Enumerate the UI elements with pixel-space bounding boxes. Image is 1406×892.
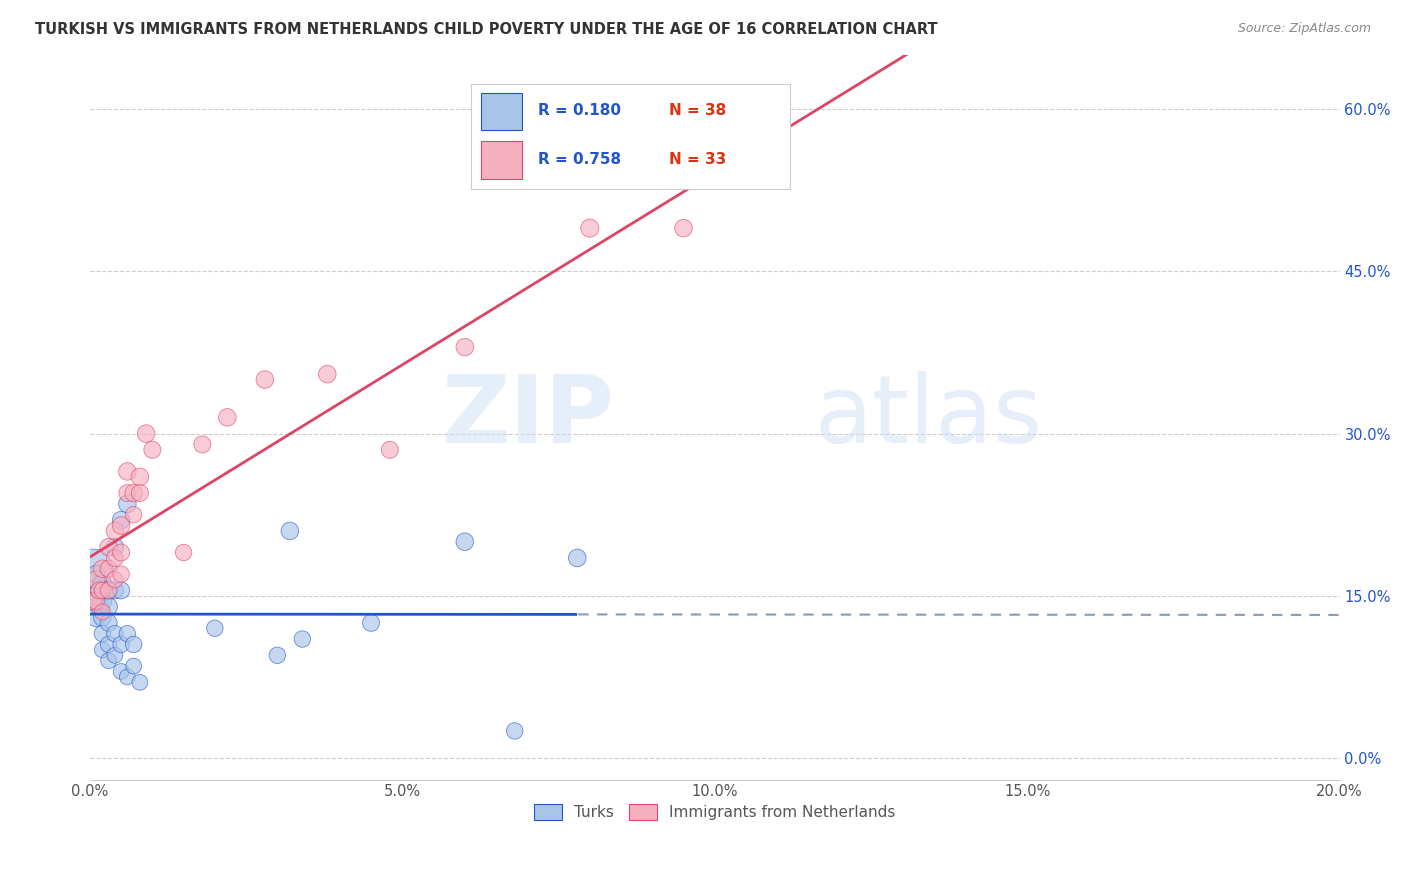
- Point: [97, 540, 120, 554]
- Point: [191, 437, 214, 451]
- Legend: Turks, Immigrants from Netherlands: Turks, Immigrants from Netherlands: [529, 798, 901, 826]
- Point: [89, 599, 111, 614]
- Point: [128, 675, 150, 690]
- Point: [89, 583, 111, 598]
- Point: [84, 573, 107, 587]
- Point: [117, 497, 139, 511]
- Point: [217, 410, 239, 425]
- Point: [82, 562, 104, 576]
- Point: [97, 615, 120, 630]
- Point: [567, 550, 589, 565]
- Point: [135, 426, 157, 441]
- Point: [110, 518, 132, 533]
- Point: [503, 723, 526, 738]
- Point: [117, 670, 139, 684]
- Text: TURKISH VS IMMIGRANTS FROM NETHERLANDS CHILD POVERTY UNDER THE AGE OF 16 CORRELA: TURKISH VS IMMIGRANTS FROM NETHERLANDS C…: [35, 22, 938, 37]
- Point: [97, 583, 120, 598]
- Point: [117, 626, 139, 640]
- Point: [91, 562, 114, 576]
- Point: [104, 540, 127, 554]
- Point: [91, 626, 114, 640]
- Point: [122, 486, 145, 500]
- Point: [173, 545, 195, 559]
- Point: [84, 567, 107, 582]
- Point: [578, 221, 600, 235]
- Point: [117, 486, 139, 500]
- Point: [91, 578, 114, 592]
- Point: [378, 442, 401, 457]
- Point: [110, 513, 132, 527]
- Point: [128, 486, 150, 500]
- Point: [104, 648, 127, 663]
- Point: [122, 508, 145, 522]
- Point: [122, 637, 145, 651]
- Point: [104, 524, 127, 538]
- Point: [253, 372, 276, 386]
- Text: Source: ZipAtlas.com: Source: ZipAtlas.com: [1237, 22, 1371, 36]
- Point: [91, 643, 114, 657]
- Point: [97, 583, 120, 598]
- Point: [84, 594, 107, 608]
- Point: [104, 573, 127, 587]
- Point: [84, 610, 107, 624]
- Point: [110, 567, 132, 582]
- Point: [316, 367, 339, 381]
- Text: atlas: atlas: [814, 371, 1043, 463]
- Text: ZIP: ZIP: [441, 371, 614, 463]
- Point: [360, 615, 382, 630]
- Point: [91, 610, 114, 624]
- Point: [84, 594, 107, 608]
- Point: [117, 465, 139, 479]
- Point: [122, 659, 145, 673]
- Point: [110, 637, 132, 651]
- Point: [104, 550, 127, 565]
- Point: [454, 340, 477, 354]
- Point: [82, 594, 104, 608]
- Point: [291, 632, 314, 646]
- Point: [128, 470, 150, 484]
- Point: [278, 524, 301, 538]
- Point: [97, 599, 120, 614]
- Point: [141, 442, 163, 457]
- Point: [110, 545, 132, 559]
- Point: [204, 621, 226, 635]
- Point: [104, 626, 127, 640]
- Point: [266, 648, 288, 663]
- Point: [91, 583, 114, 598]
- Point: [672, 221, 695, 235]
- Point: [110, 583, 132, 598]
- Point: [91, 605, 114, 619]
- Point: [97, 654, 120, 668]
- Point: [89, 583, 111, 598]
- Point: [91, 594, 114, 608]
- Point: [97, 562, 120, 576]
- Point: [104, 583, 127, 598]
- Point: [454, 534, 477, 549]
- Point: [97, 637, 120, 651]
- Point: [110, 665, 132, 679]
